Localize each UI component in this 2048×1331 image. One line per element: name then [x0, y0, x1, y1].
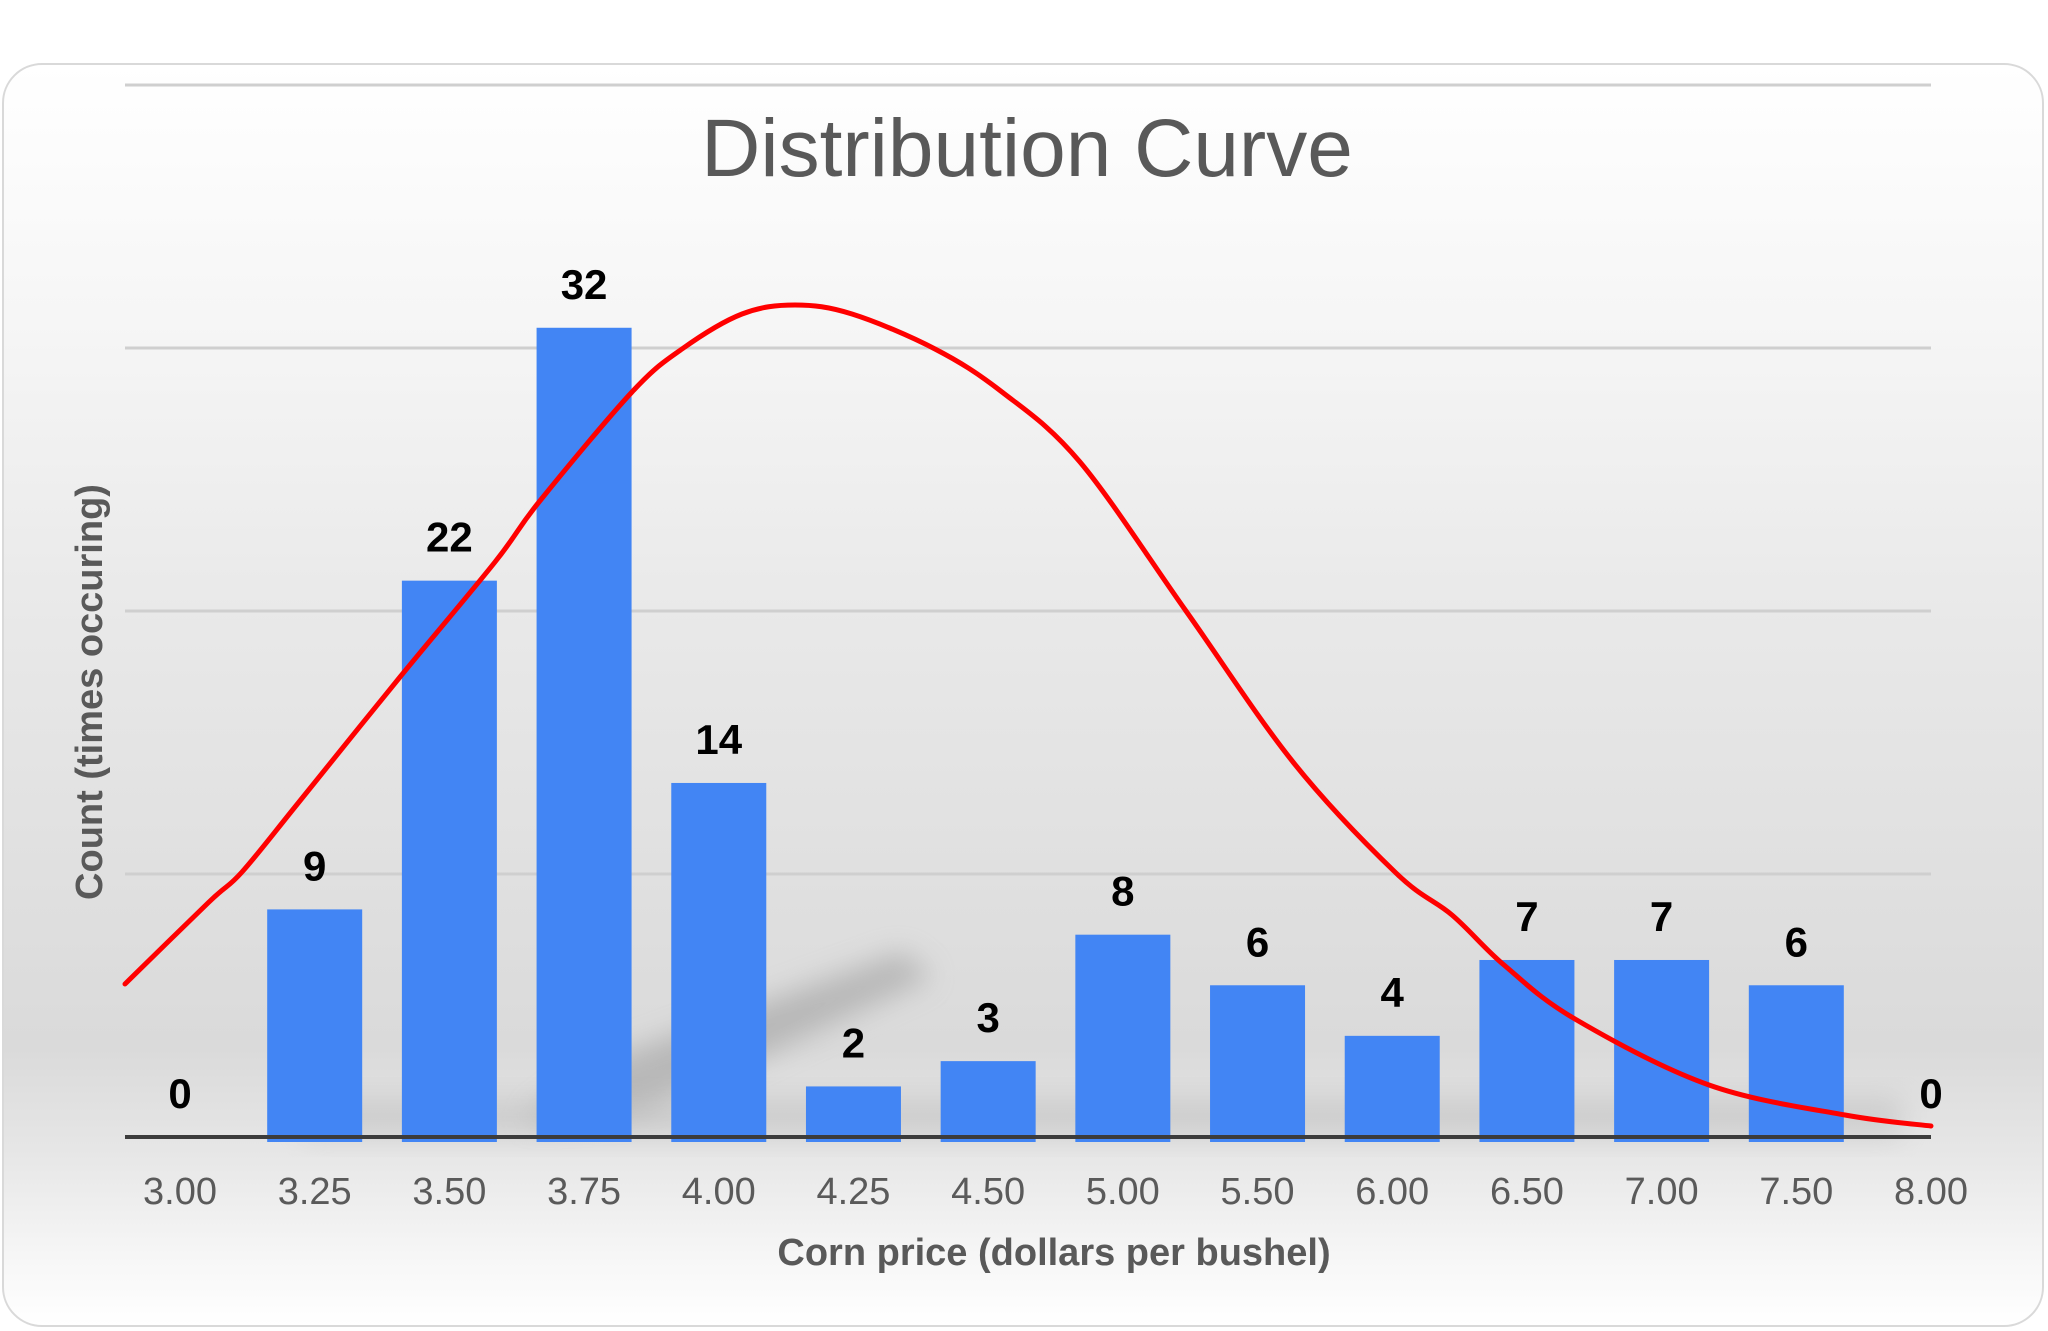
- x-tick-label: 3.75: [547, 1171, 621, 1213]
- x-tick-label: 7.00: [1625, 1171, 1699, 1213]
- data-label: 8: [1111, 868, 1134, 915]
- bar: [1479, 959, 1575, 1142]
- x-axis-tick-labels: 3.00 3.25 3.50 3.75 4.00 4.25 4.50 5.00 5.50 6.00…: [143, 1171, 1968, 1213]
- x-axis-title: Corn price (dollars per bushel): [777, 1232, 1330, 1274]
- bar: [1075, 934, 1171, 1142]
- bar: [536, 327, 632, 1142]
- bar: [805, 1086, 901, 1142]
- bar-series: [267, 327, 1844, 1142]
- y-axis-title: Count (times occuring): [69, 484, 111, 900]
- chart-card: Distribution Curve 0 9 22 32 14 2 3 8 6 4 7 7 6 0 3.0…: [2, 63, 2044, 1327]
- bar: [671, 782, 767, 1142]
- bar: [1344, 1035, 1440, 1142]
- x-tick-label: 8.00: [1894, 1171, 1968, 1213]
- data-label: 32: [561, 261, 608, 308]
- data-label: 7: [1515, 893, 1538, 940]
- data-label: 6: [1246, 918, 1269, 965]
- x-tick-label: 7.50: [1759, 1171, 1833, 1213]
- bar: [267, 909, 363, 1142]
- bar: [1210, 985, 1306, 1142]
- x-tick-label: 3.25: [278, 1171, 352, 1213]
- data-label: 6: [1785, 918, 1808, 965]
- x-tick-label: 4.00: [682, 1171, 756, 1213]
- x-tick-label: 6.50: [1490, 1171, 1564, 1213]
- chart-plot: Distribution Curve 0 9 22 32 14 2 3 8 6 4 7 7 6 0 3.0…: [69, 83, 1968, 1274]
- bar: [940, 1061, 1036, 1142]
- bar: [1748, 985, 1844, 1142]
- x-tick-label: 4.50: [951, 1171, 1025, 1213]
- data-label: 0: [168, 1070, 191, 1117]
- data-label: 22: [426, 514, 473, 561]
- data-labels: 0 9 22 32 14 2 3 8 6 4 7 7 6 0: [168, 261, 1942, 1117]
- x-tick-label: 3.50: [412, 1171, 486, 1213]
- x-tick-label: 5.00: [1086, 1171, 1160, 1213]
- data-label: 14: [695, 716, 742, 763]
- x-tick-label: 3.00: [143, 1171, 217, 1213]
- data-label: 0: [1919, 1070, 1942, 1117]
- data-label: 2: [842, 1019, 865, 1066]
- distribution-curve-line: [122, 302, 1934, 1129]
- data-label: 7: [1650, 893, 1673, 940]
- bar: [401, 580, 497, 1142]
- data-label: 9: [303, 842, 326, 889]
- x-tick-label: 4.25: [816, 1171, 890, 1213]
- data-label: 3: [976, 994, 999, 1041]
- x-tick-label: 5.50: [1221, 1171, 1295, 1213]
- chart-title: Distribution Curve: [701, 103, 1353, 194]
- data-label: 4: [1381, 969, 1405, 1016]
- gridlines: [125, 83, 1931, 876]
- x-tick-label: 6.00: [1355, 1171, 1429, 1213]
